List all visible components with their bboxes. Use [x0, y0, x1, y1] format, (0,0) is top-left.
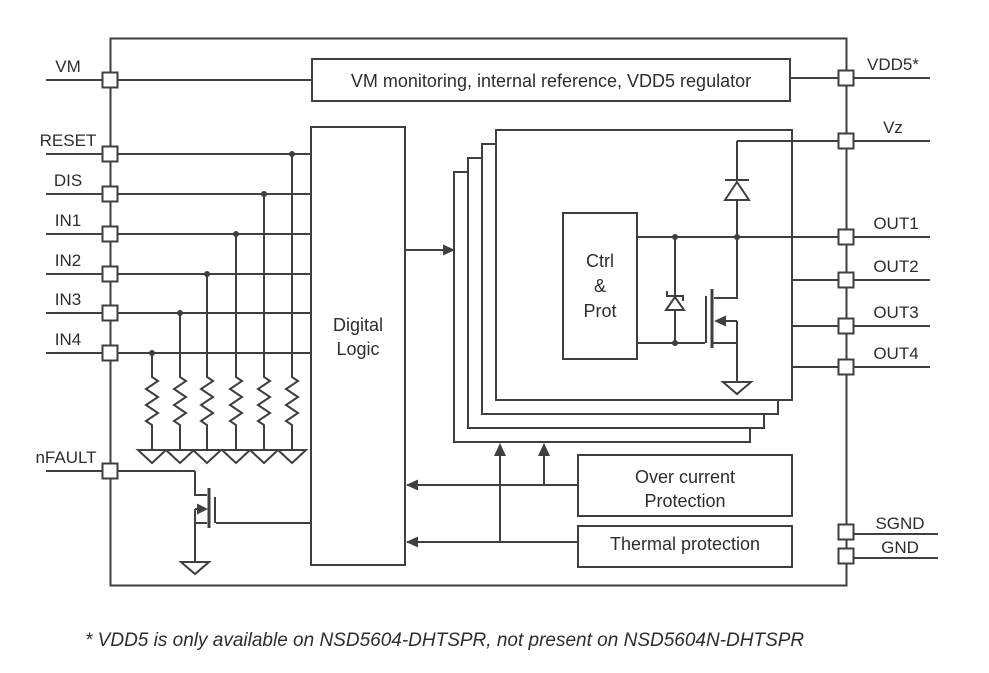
- pin-nfault: nFAULT: [35, 448, 195, 480]
- digital-logic-label-line2: Logic: [336, 339, 379, 359]
- pin-label-in3: IN3: [55, 290, 81, 309]
- vm-monitor-label: VM monitoring, internal reference, VDD5 …: [351, 71, 751, 91]
- arrowhead-left-icon: [406, 536, 418, 548]
- pin-out1: OUT1: [837, 214, 930, 246]
- resistor-icon: [228, 234, 244, 450]
- resistor-icon: [172, 313, 188, 450]
- ground-icon: [135, 449, 169, 465]
- pin-square-out1: [837, 228, 855, 246]
- block-vm-monitor: VM monitoring, internal reference, VDD5 …: [311, 58, 791, 102]
- pin-reset: RESET: [40, 131, 311, 163]
- pin-in1: IN1: [46, 211, 311, 243]
- pin-label-nfault: nFAULT: [35, 448, 96, 467]
- pin-square-in3: [101, 304, 119, 322]
- footnote: * VDD5 is only available on NSD5604-DHTS…: [85, 630, 804, 651]
- block-thermal: Thermal protection: [577, 525, 793, 568]
- pin-square-in1: [101, 225, 119, 243]
- pin-gnd: GND: [837, 538, 938, 565]
- pin-label-out2: OUT2: [873, 257, 918, 276]
- pin-vm: VM: [46, 57, 312, 89]
- block-digital-logic: Digital Logic: [310, 126, 406, 566]
- pin-in3: IN3: [46, 290, 311, 322]
- pin-square-in2: [101, 265, 119, 283]
- pin-square-dis: [101, 185, 119, 203]
- pin-square-out3: [837, 317, 855, 335]
- pin-vdd5: VDD5*: [790, 55, 930, 87]
- pin-square-gnd: [837, 547, 855, 565]
- over-current-label-line2: Protection: [644, 491, 725, 511]
- ground-icon: [720, 381, 754, 396]
- pin-label-vm: VM: [55, 57, 81, 76]
- ground-icon: [275, 449, 309, 465]
- diode-icon: [723, 140, 838, 237]
- vm-monitor-box: [311, 58, 791, 102]
- digital-logic-label-line1: Digital: [333, 315, 383, 335]
- ground-icon: [163, 449, 197, 465]
- ground-icon: [178, 561, 212, 576]
- pin-label-reset: RESET: [40, 131, 97, 150]
- ctrl-prot-box: [562, 212, 638, 360]
- thermal-label: Thermal protection: [610, 534, 760, 554]
- ground-icon: [219, 449, 253, 465]
- pin-out4: OUT4: [792, 344, 930, 376]
- pin-label-dis: DIS: [54, 171, 82, 190]
- resistor-icon: [284, 154, 300, 450]
- pin-square-sgnd: [837, 523, 855, 541]
- digital-logic-box: [310, 126, 406, 566]
- nmos-body-arrow-icon: [197, 503, 208, 515]
- pin-out3: OUT3: [792, 303, 930, 335]
- pin-label-gnd: GND: [881, 538, 919, 557]
- pin-square-vdd5: [837, 69, 855, 87]
- driver-cell-internals: Ctrl & Prot: [562, 140, 838, 396]
- arrowhead-right-icon: [443, 244, 455, 256]
- pin-label-in2: IN2: [55, 251, 81, 270]
- nfault-open-drain-mosfet: [178, 471, 311, 576]
- pin-vz: Vz: [837, 118, 930, 150]
- pin-label-in4: IN4: [55, 330, 81, 349]
- pin-square-nfault: [101, 462, 119, 480]
- pin-square-in4: [101, 344, 119, 362]
- ctrl-prot-label-line1: Ctrl: [586, 251, 614, 271]
- zener-diode-icon: [664, 237, 686, 343]
- pin-square-vz: [837, 132, 855, 150]
- pin-out2: OUT2: [792, 257, 930, 289]
- pin-square-reset: [101, 145, 119, 163]
- pin-label-sgnd: SGND: [875, 514, 924, 533]
- pin-in4: IN4: [46, 330, 311, 362]
- ctrl-prot-label-line3: Prot: [583, 301, 616, 321]
- pin-sgnd: SGND: [837, 514, 938, 541]
- pin-label-out1: OUT1: [873, 214, 918, 233]
- resistor-icon: [144, 353, 160, 450]
- over-current-label-line1: Over current: [635, 467, 735, 487]
- input-pulldown-resistors: [135, 151, 309, 465]
- protection-wires: [406, 443, 578, 548]
- arrowhead-up-icon: [494, 443, 506, 456]
- arrowhead-left-icon: [406, 479, 418, 491]
- nmos-body-arrow-icon: [714, 315, 726, 327]
- pin-square-out4: [837, 358, 855, 376]
- pin-square-vm: [101, 71, 119, 89]
- resistor-icon: [199, 274, 215, 450]
- block-over-current: Over current Protection: [577, 454, 793, 517]
- pin-label-vz: Vz: [883, 118, 903, 137]
- ctrl-prot-label-line2: &: [594, 276, 606, 296]
- thermal-box: [577, 525, 793, 568]
- resistor-icon: [256, 194, 272, 450]
- driver-cell-front: [495, 129, 793, 401]
- ground-icon: [247, 449, 281, 465]
- ground-icon: [190, 449, 224, 465]
- power-nmos-icon: [705, 237, 754, 396]
- pin-dis: DIS: [46, 171, 311, 203]
- pin-in2: IN2: [46, 251, 311, 283]
- pin-label-out4: OUT4: [873, 344, 918, 363]
- arrowhead-up-icon: [538, 443, 550, 456]
- pin-square-out2: [837, 271, 855, 289]
- pin-label-in1: IN1: [55, 211, 81, 230]
- pin-label-vdd5: VDD5*: [867, 55, 919, 74]
- pin-label-out3: OUT3: [873, 303, 918, 322]
- logic-to-driver-arrow: [405, 244, 455, 256]
- over-current-box: [577, 454, 793, 517]
